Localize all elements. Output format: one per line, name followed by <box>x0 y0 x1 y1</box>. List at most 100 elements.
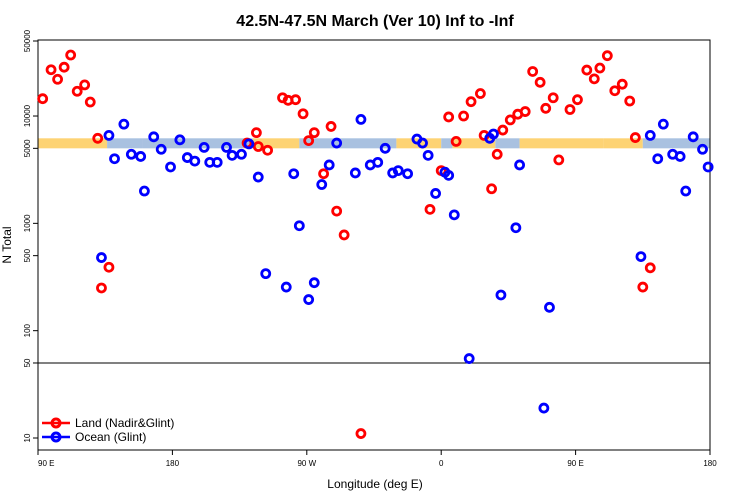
ocean-point <box>109 153 120 165</box>
land-point <box>308 127 320 139</box>
land-point <box>37 93 49 105</box>
y-tick-label: 500 <box>23 248 32 262</box>
land-point <box>594 62 606 74</box>
land-point <box>290 94 302 106</box>
ocean-point <box>308 277 320 289</box>
ocean-point <box>221 142 232 153</box>
land-point <box>65 49 77 61</box>
ocean-point <box>392 165 404 177</box>
land-point <box>601 50 613 62</box>
legend-label-land: Land (Nadir&Glint) <box>75 416 174 430</box>
land-point <box>519 106 531 117</box>
land-point <box>71 85 83 97</box>
land-point <box>637 281 649 293</box>
y-tick-label: 50000 <box>23 29 32 52</box>
band-segment-land <box>452 138 496 149</box>
ocean-point <box>138 185 150 197</box>
land-point <box>581 64 593 76</box>
ocean-point <box>174 134 186 146</box>
land-point <box>553 154 565 166</box>
ocean-point <box>463 353 475 364</box>
ocean-point <box>252 171 264 183</box>
land-point <box>45 64 57 76</box>
ocean-point <box>331 137 343 149</box>
ocean-point <box>293 220 305 232</box>
band-segment-ocean <box>495 138 520 149</box>
ocean-point <box>355 114 367 125</box>
land-point <box>497 124 509 136</box>
land-point <box>84 96 96 108</box>
land-point <box>96 282 107 294</box>
y-tick-label: 10000 <box>23 104 32 127</box>
land-point <box>534 76 546 88</box>
ocean-point <box>349 167 361 179</box>
band-segment-ocean <box>299 138 397 149</box>
y-tick-label: 10 <box>23 433 32 442</box>
land-point <box>355 428 367 439</box>
band-segment-land <box>603 138 643 149</box>
ocean-point <box>165 161 176 173</box>
ocean-point <box>417 137 428 149</box>
legend-entry-ocean: Ocean (Glint) <box>42 430 146 444</box>
x-axis: 90 E 180 90 W 0 90 E 180 <box>37 450 717 468</box>
ocean-point <box>280 281 292 293</box>
ocean-point <box>323 159 335 171</box>
ocean-point <box>635 251 647 262</box>
plot-frame <box>37 39 711 451</box>
x-tick-label: 90 E <box>567 459 583 468</box>
y-axis-label: N Total <box>0 226 14 263</box>
x-tick-label: 180 <box>166 459 180 468</box>
y-axis: 10 50 100 500 1000 5000 10000 50000 <box>23 29 38 442</box>
land-point <box>588 73 600 85</box>
ocean-point <box>443 169 455 181</box>
land-point <box>338 229 350 241</box>
band-segment-ocean <box>642 138 710 149</box>
land-point <box>424 203 436 215</box>
ocean-point <box>510 222 522 234</box>
land-point <box>443 111 455 123</box>
x-tick-label: 90 E <box>38 459 54 468</box>
land-point <box>52 73 63 85</box>
ocean-point <box>644 129 656 141</box>
ocean-point <box>103 129 115 141</box>
ocean-point <box>379 142 391 154</box>
land-point <box>250 127 262 139</box>
ocean-point <box>702 161 714 173</box>
ocean-point <box>243 138 255 150</box>
band-segment-land <box>38 138 108 149</box>
land-point <box>527 66 539 77</box>
land-point <box>262 144 274 156</box>
land-point <box>297 108 309 120</box>
y-tick-label: 50 <box>23 358 32 367</box>
land-point <box>644 262 656 274</box>
land-point <box>564 104 576 115</box>
legend-marker-land <box>50 417 62 429</box>
data-band <box>38 138 710 149</box>
ocean-point <box>303 294 315 305</box>
ocean-point <box>198 142 210 153</box>
land-point <box>331 205 343 217</box>
ocean-point <box>226 149 238 161</box>
land-point <box>465 96 477 108</box>
ocean-point <box>657 118 669 130</box>
ocean-point <box>96 252 107 263</box>
legend: Land (Nadir&Glint) Ocean (Glint) <box>42 416 174 444</box>
y-tick-label: 100 <box>23 323 32 337</box>
ocean-point <box>488 128 499 140</box>
ocean-point <box>448 209 460 221</box>
land-point <box>486 183 498 195</box>
ocean-point <box>118 118 130 130</box>
ocean-point <box>544 301 555 313</box>
land-point <box>616 78 628 90</box>
ocean-point <box>538 402 550 414</box>
ocean-point <box>430 188 442 199</box>
land-point <box>79 79 91 91</box>
ocean-point <box>316 179 328 190</box>
ocean-point <box>652 153 664 165</box>
ocean-point <box>697 143 708 155</box>
land-point <box>474 88 486 99</box>
x-tick-label: 0 <box>439 459 444 468</box>
legend-label-ocean: Ocean (Glint) <box>75 430 146 444</box>
land-point <box>624 95 636 107</box>
